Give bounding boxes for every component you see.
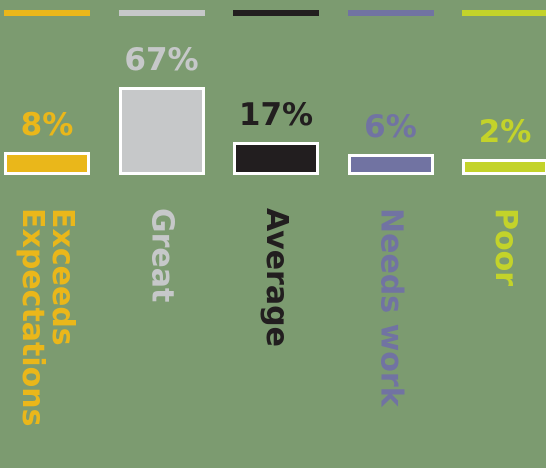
color-stripe-4 bbox=[462, 10, 546, 16]
color-stripe-3 bbox=[347, 10, 434, 16]
category-label-great: Great bbox=[144, 208, 180, 303]
bar-exceeds-expectations bbox=[4, 152, 90, 175]
value-label-great: 67% bbox=[124, 42, 199, 78]
value-label-average: 17% bbox=[238, 97, 314, 134]
color-stripe-0 bbox=[4, 10, 90, 16]
category-label-exceeds-expectations: Exceeds Expectations bbox=[15, 208, 80, 427]
category-label-needs-work: Needs work bbox=[373, 208, 409, 407]
bar-average bbox=[233, 142, 319, 175]
value-label-needs-work: 6% bbox=[364, 109, 417, 146]
bar-poor bbox=[462, 158, 546, 175]
value-label-poor: 2% bbox=[478, 113, 532, 150]
value-label-exceeds-expectations: 8% bbox=[20, 107, 74, 144]
bar-great bbox=[118, 87, 205, 175]
color-stripe-1 bbox=[118, 10, 205, 16]
category-label-poor: Poor bbox=[488, 208, 523, 287]
color-stripe-2 bbox=[233, 10, 319, 16]
bar-needs-work bbox=[347, 154, 434, 175]
category-label-average: Average bbox=[259, 208, 294, 347]
